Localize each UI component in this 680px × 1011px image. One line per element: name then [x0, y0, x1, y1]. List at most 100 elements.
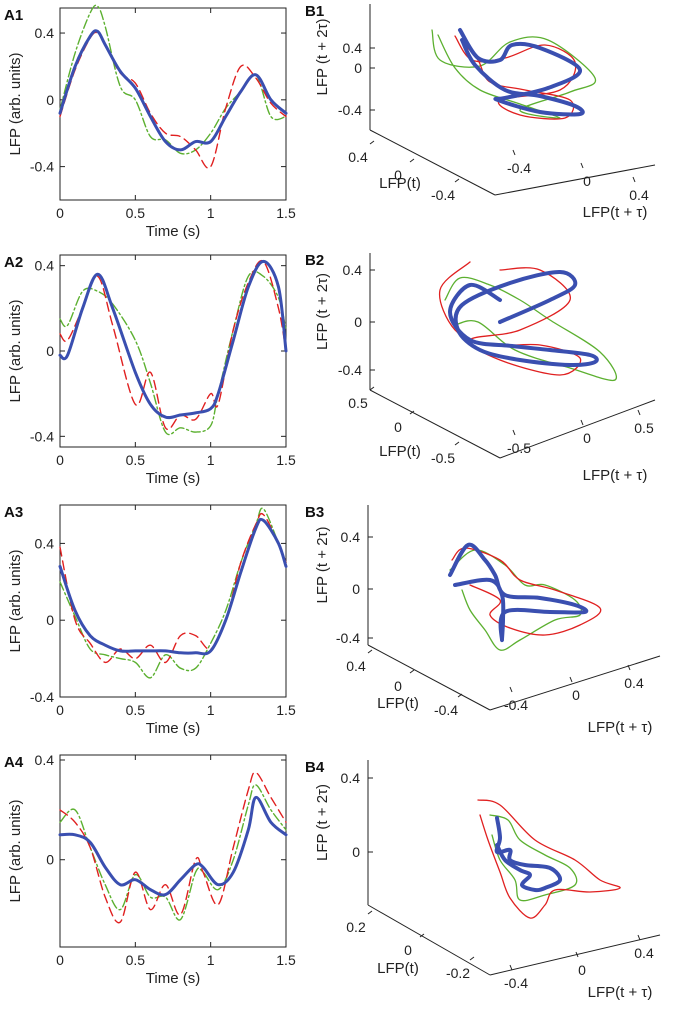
x-tick-label: 0	[56, 205, 64, 221]
x-tick-label: 0.5	[126, 452, 146, 468]
ttau-axis-line	[499, 399, 656, 459]
x-axis-label: Time (s)	[146, 470, 200, 487]
ttau-tick	[509, 686, 513, 693]
panel-label: A3	[4, 504, 23, 521]
phase-panel-b2: B2 0.4 0 -0.4 0.5 0 -0.5 -0.5 0 0.5 LFP (t + 2τ) LF…	[305, 252, 656, 484]
z-tick-label: 0	[354, 314, 362, 330]
x-tick-label: 1	[207, 702, 215, 718]
plot-frame	[59, 754, 287, 948]
trajectory-blue	[448, 542, 589, 643]
x-axis-label: Time (s)	[146, 970, 200, 987]
ttau-tick	[627, 664, 631, 671]
x-axis-label: Time (s)	[146, 720, 200, 737]
ttau-axis-label: LFP(t + τ)	[583, 204, 648, 221]
series-line-green	[59, 784, 287, 921]
trajectory-red	[438, 261, 582, 376]
chart-panel-a1: A1 -0.4 0 0.4 0 0.5 1 1.5 Time (s) LFP (arb. unit…	[4, 4, 296, 240]
x-tick-label: 0.5	[126, 205, 146, 221]
series-line-red	[59, 771, 287, 924]
t-tick	[367, 910, 373, 915]
series-line-green	[59, 4, 287, 155]
panel-label: A2	[4, 254, 23, 271]
trajectory-green	[449, 549, 583, 651]
x-tick-label: 0.5	[126, 702, 146, 718]
x-tick-label: 1.5	[276, 452, 296, 468]
t-tick-label: 0.5	[348, 395, 368, 411]
y-axis-label: LFP (arb. units)	[7, 52, 24, 155]
ttau-tick	[637, 409, 641, 416]
z-axis-label: LFP (t + 2τ)	[314, 19, 331, 96]
ttau-tick-label: -0.4	[504, 975, 528, 991]
series-line-red	[59, 259, 287, 431]
series-line-blue	[58, 259, 288, 420]
y-axis-label: LFP (arb. units)	[7, 549, 24, 652]
t-axis-line	[369, 389, 501, 459]
x-tick-label: 1	[207, 952, 215, 968]
x-tick-label: 0	[56, 952, 64, 968]
ttau-axis-label: LFP(t + τ)	[588, 984, 653, 1001]
panel-label: B1	[305, 3, 324, 20]
z-tick-label: -0.4	[338, 362, 362, 378]
t-tick	[454, 441, 460, 446]
t-axis-label: LFP(t)	[379, 175, 421, 192]
t-tick-label: 0.4	[346, 658, 366, 674]
ttau-tick	[509, 964, 513, 971]
t-tick-label: -0.4	[434, 702, 458, 718]
ttau-tick-label: 0	[578, 962, 586, 978]
y-tick-label: -0.4	[30, 159, 54, 175]
ttau-axis-line	[489, 655, 661, 711]
ttau-tick	[575, 951, 579, 958]
series-line-blue	[58, 29, 288, 152]
y-tick-label: 0.4	[35, 535, 55, 551]
ttau-tick	[637, 934, 641, 941]
z-axis-label: LFP (t + 2τ)	[314, 273, 331, 350]
x-tick-label: 0.5	[126, 952, 146, 968]
series-line-green	[59, 507, 287, 679]
ttau-tick-label: -0.4	[507, 160, 531, 176]
x-tick-label: 1.5	[276, 952, 296, 968]
ttau-tick	[512, 149, 516, 156]
ttau-tick-label: 0.4	[629, 187, 649, 203]
t-tick-label: -0.4	[431, 187, 455, 203]
ttau-axis-label: LFP(t + τ)	[588, 719, 653, 736]
t-tick	[454, 178, 460, 183]
t-tick	[369, 386, 375, 391]
panel-label: A4	[4, 754, 24, 771]
z-axis-label: LFP (t + 2τ)	[314, 527, 331, 604]
t-tick-label: -0.5	[431, 450, 455, 466]
z-tick-label: -0.4	[336, 630, 360, 646]
ttau-tick	[512, 429, 516, 436]
x-tick-label: 1.5	[276, 205, 296, 221]
series-line-green	[59, 270, 287, 436]
ttau-tick-label: 0	[572, 687, 580, 703]
series-line-blue	[58, 517, 288, 656]
ttau-tick	[569, 676, 573, 683]
ttau-tick-label: 0.4	[634, 945, 654, 961]
plot-frame	[59, 7, 287, 201]
z-tick-label: 0.4	[341, 529, 361, 545]
t-tick	[469, 956, 475, 961]
ttau-tick-label: -0.5	[507, 440, 531, 456]
y-axis-label: LFP (arb. units)	[7, 799, 24, 902]
y-tick-label: 0.4	[35, 258, 55, 274]
z-tick-label: 0.4	[343, 262, 363, 278]
ttau-tick	[632, 176, 636, 183]
z-tick-label: 0	[354, 60, 362, 76]
ttau-tick-label: 0	[583, 173, 591, 189]
z-tick-label: 0	[352, 844, 360, 860]
ttau-axis-line	[489, 934, 661, 976]
t-axis-line	[367, 644, 491, 711]
t-axis-label: LFP(t)	[377, 695, 419, 712]
ttau-tick	[580, 162, 584, 169]
y-tick-label: 0.4	[35, 25, 55, 41]
y-tick-label: 0.4	[35, 752, 55, 768]
ttau-axis-label: LFP(t + τ)	[583, 467, 648, 484]
t-tick	[367, 649, 373, 654]
ttau-tick-label: 0	[583, 430, 591, 446]
z-tick-label: 0.4	[341, 770, 361, 786]
t-axis-label: LFP(t)	[377, 960, 419, 977]
panel-label: B4	[305, 759, 325, 776]
y-tick-label: 0	[46, 92, 54, 108]
